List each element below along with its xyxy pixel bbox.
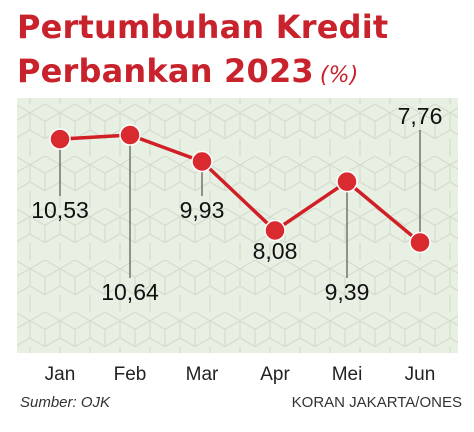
value-label: 10,64 [101, 279, 159, 305]
value-label: 9,39 [325, 279, 370, 305]
value-label: 8,08 [253, 238, 298, 264]
data-point [119, 124, 141, 146]
value-label: 10,53 [31, 197, 89, 223]
data-point [191, 150, 213, 173]
x-tick-label: Mar [186, 364, 219, 385]
chart-title-year: Perbankan 2023 [17, 52, 314, 90]
data-point [336, 170, 358, 193]
data-point [264, 219, 286, 242]
value-label: 9,93 [180, 197, 225, 223]
value-label: 7,76 [398, 103, 443, 129]
x-tick-label: Mei [332, 364, 363, 385]
x-tick-label: Jan [45, 364, 76, 385]
unit-label: (%) [319, 63, 359, 88]
source-note: Sumber: OJK [20, 394, 111, 411]
data-point [49, 128, 71, 150]
x-tick-label: Apr [260, 364, 290, 385]
series-line [59, 133, 422, 244]
chart-title-line1: Pertumbuhan Kredit [17, 8, 389, 46]
chart-title-line2: Perbankan 2023 (%) [17, 52, 359, 90]
credit-note: KORAN JAKARTA/ONES [291, 394, 462, 411]
x-tick-label: Feb [114, 364, 147, 385]
x-tick-label: Jun [405, 364, 436, 385]
plot-pattern [17, 98, 458, 353]
data-point [409, 231, 431, 254]
